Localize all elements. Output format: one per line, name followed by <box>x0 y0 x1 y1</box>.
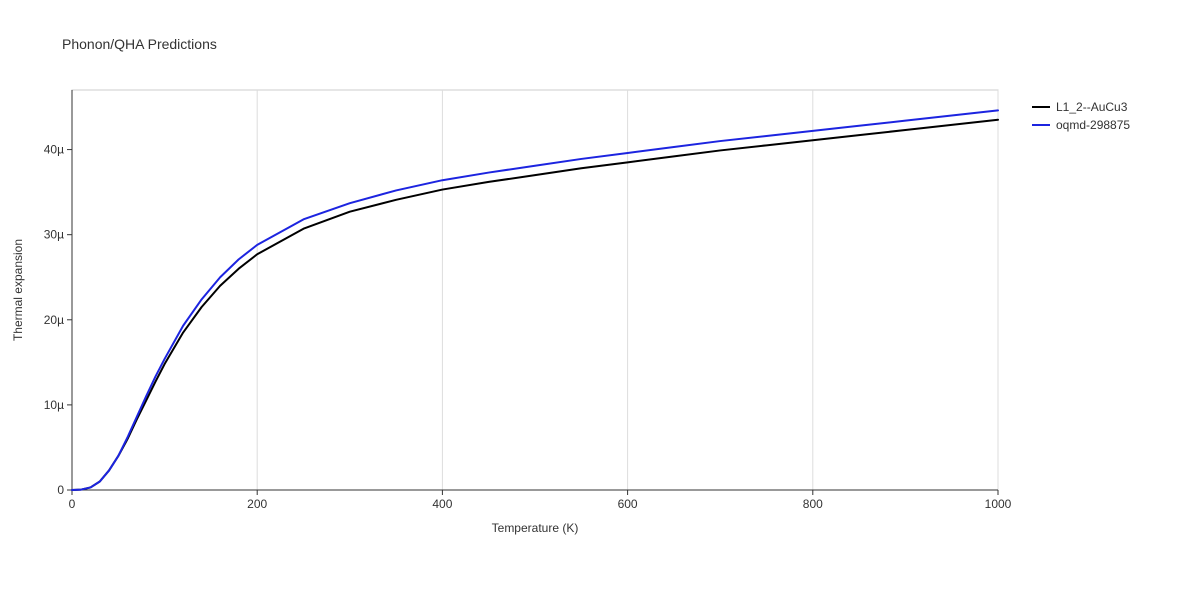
y-tick-label: 20µ <box>44 313 64 327</box>
x-tick-label: 0 <box>69 497 76 511</box>
chart-title: Phonon/QHA Predictions <box>62 36 217 52</box>
x-tick-label: 600 <box>618 497 638 511</box>
legend-swatch <box>1032 106 1050 108</box>
legend: L1_2--AuCu3 oqmd-298875 <box>1032 100 1130 136</box>
legend-item[interactable]: oqmd-298875 <box>1032 118 1130 132</box>
y-axis-label: Thermal expansion <box>11 239 25 341</box>
chart-container: Phonon/QHA Predictions 0 200 400 600 800 1000… <box>0 0 1200 600</box>
x-tick-label: 200 <box>247 497 267 511</box>
chart-plot: 0 200 400 600 800 1000 0 10µ 20µ 30µ 40µ Temperatur… <box>0 0 1200 600</box>
legend-item[interactable]: L1_2--AuCu3 <box>1032 100 1130 114</box>
legend-swatch <box>1032 124 1050 126</box>
y-tick-label: 30µ <box>44 228 64 242</box>
plot-area <box>72 90 998 490</box>
x-tick-label: 400 <box>432 497 452 511</box>
x-axis-label: Temperature (K) <box>492 521 579 535</box>
y-tick-label: 10µ <box>44 398 64 412</box>
legend-label: oqmd-298875 <box>1056 118 1130 132</box>
legend-label: L1_2--AuCu3 <box>1056 100 1127 114</box>
y-tick-label: 0 <box>57 483 64 497</box>
x-tick-label: 800 <box>803 497 823 511</box>
x-tick-label: 1000 <box>985 497 1012 511</box>
y-tick-label: 40µ <box>44 143 64 157</box>
